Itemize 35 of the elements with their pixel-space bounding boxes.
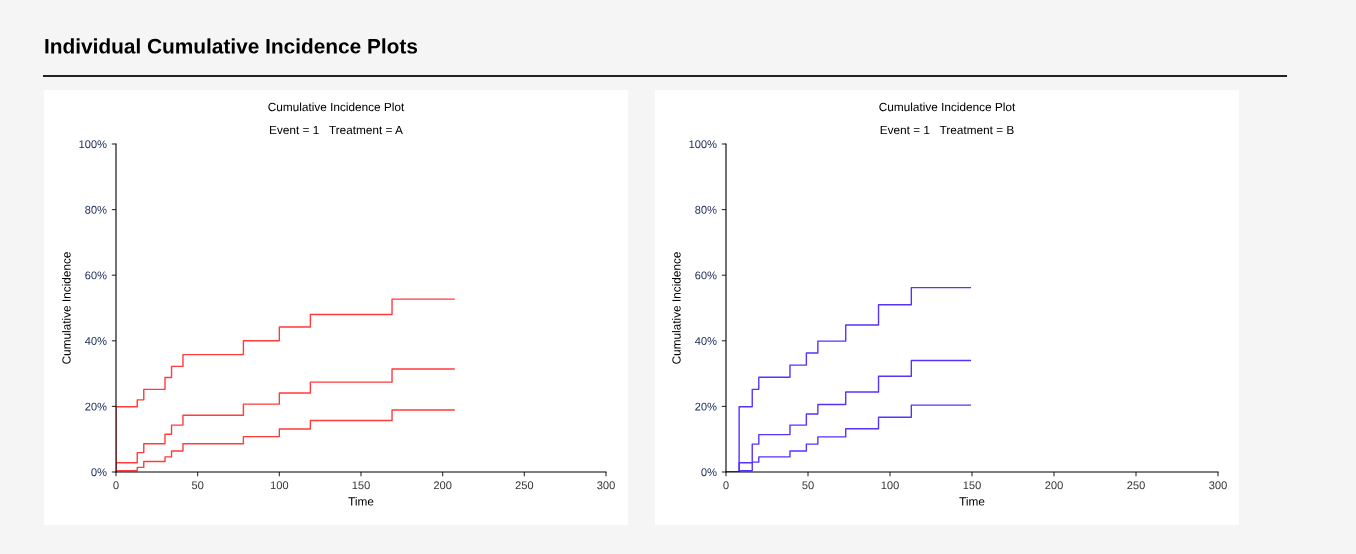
y-tick-label: 60% [85,271,107,280]
x-tick-label: 0 [113,481,119,490]
x-tick-label: 200 [433,481,452,490]
x-tick-label: 250 [1127,481,1145,490]
y-tick-label: 80% [85,205,107,214]
x-tick-label: 300 [1209,481,1227,490]
x-axis-title: Time [959,496,985,506]
y-tick-label: 40% [694,337,717,345]
x-tick-label: 150 [963,481,981,490]
y-tick-label: 80% [695,205,717,214]
x-tick-label: 100 [881,481,899,490]
x-tick-label: 50 [802,481,814,490]
chart-subtitle: Event = 1 Treatment = A [270,125,403,135]
y-tick-label: 20% [85,402,107,411]
y-tick-label: 40% [84,337,107,345]
y-tick-label: 0% [701,468,717,477]
x-tick-label: 200 [1045,481,1063,490]
y-axis-title: Cumulative Incidence [62,252,71,364]
x-tick-label: 50 [191,481,204,490]
y-tick-label: 100% [689,140,717,149]
x-tick-label: 150 [352,481,370,490]
y-axis-title: Cumulative Incidence [671,252,681,364]
x-tick-label: 100 [270,481,289,490]
chart-subtitle: Event = 1 Treatment = B [880,125,1014,135]
x-tick-label: 0 [723,481,729,490]
y-tick-label: 100% [79,140,107,149]
x-tick-label: 300 [597,481,615,490]
x-tick-label: 250 [515,481,534,490]
text: Individual Cumulative Incidence Plots [45,38,418,54]
y-tick-label: 0% [91,468,107,477]
y-tick-label: 60% [695,271,717,280]
x-axis-title: Time [348,496,374,506]
chart-title: Cumulative Incidence Plot [268,102,405,112]
y-tick-label: 20% [695,402,717,411]
chart-title: Cumulative Incidence Plot [879,102,1016,112]
